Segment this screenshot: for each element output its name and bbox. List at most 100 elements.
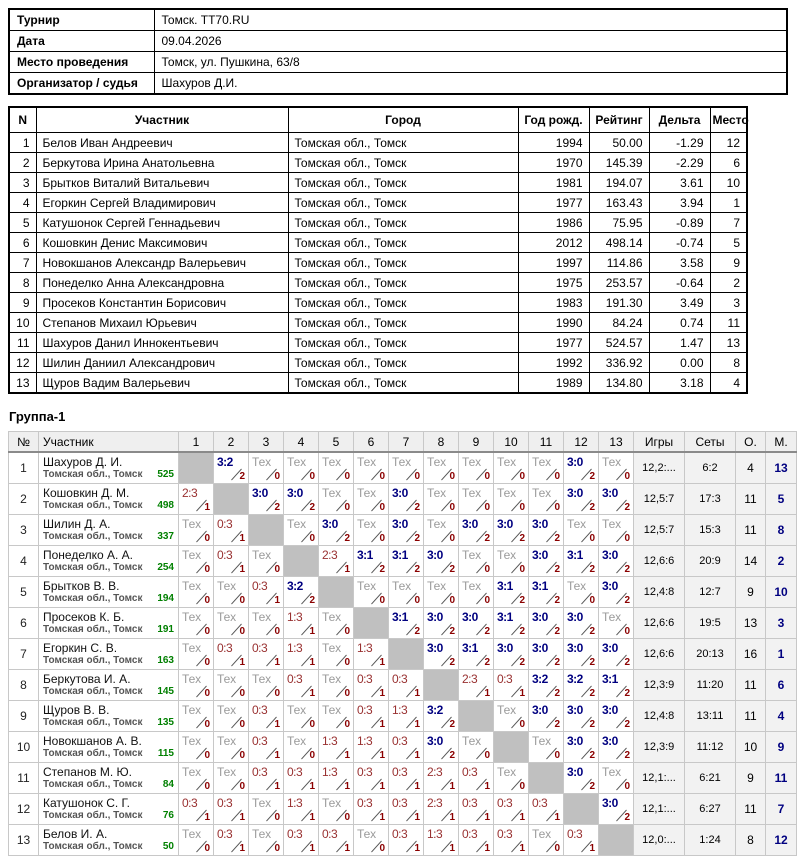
match-cell: Тех 0 (598, 514, 634, 546)
participant-name: Катушонок Сергей Геннадьевич (35, 212, 289, 233)
match-points: 2 (554, 564, 560, 575)
participants-header-col-5: Дельта (648, 106, 711, 133)
match-score: 0:3 (357, 703, 373, 717)
match-score: 0:3 (357, 672, 373, 686)
match-score: 2:3 (427, 765, 443, 779)
match-points: 1 (309, 843, 315, 854)
participant-rating: 191 (157, 624, 174, 635)
participant-name: Кошовкин Денис Максимович (35, 232, 289, 253)
match-score: 3:0 (602, 641, 618, 655)
match-points: 2 (624, 657, 630, 668)
table-row: 13 Щуров Вадим Валерьевич Томская обл., То… (8, 372, 748, 394)
match-cell: Тех 0 (248, 545, 284, 577)
match-cell: Тех 0 (353, 824, 389, 856)
place: 2 (709, 272, 748, 293)
participant-rating: 337 (157, 531, 174, 542)
match-cell: Тех 0 (528, 824, 564, 856)
match-points: 2 (624, 688, 630, 699)
participant-region: Томская обл., Томск (43, 500, 143, 511)
diagonal-cell (213, 483, 249, 515)
participant-city: Томская обл., Томск (287, 132, 519, 153)
match-score: Тех (357, 517, 377, 531)
match-score: Тех (182, 517, 202, 531)
match-cell: 0:3 1 (388, 793, 424, 825)
match-cell: 3:0 2 (493, 638, 529, 670)
participant-name: Брытков В. В. (43, 579, 120, 593)
match-points: 2 (449, 750, 455, 761)
match-score: Тех (217, 765, 237, 779)
group-row: 3 Шилин Д. А. Томская обл., Томск 337 Тех 0 0:… (8, 514, 797, 546)
match-score: Тех (532, 734, 552, 748)
match-cell: Тех 0 (353, 576, 389, 608)
match-score: Тех (497, 455, 517, 469)
match-points: 2 (484, 533, 490, 544)
match-score: 0:3 (357, 765, 373, 779)
delta: -0.64 (648, 272, 711, 293)
info-label: Дата (8, 30, 155, 52)
participant-subline: Томская обл., Томск 50 (43, 841, 174, 853)
table-row: 4 Егоркин Сергей Владимирович Томская обл.… (8, 192, 748, 213)
match-cell: Тех 0 (248, 607, 284, 639)
match-cell: 0:3 1 (353, 762, 389, 794)
participant-cell: Новокшанов А. В. Томская обл., Томск 115 (38, 731, 179, 763)
match-score: Тех (357, 455, 377, 469)
rating: 163.43 (588, 192, 650, 213)
match-cell: Тех 0 (493, 762, 529, 794)
match-cell: Тех 0 (563, 576, 599, 608)
match-points: 0 (624, 781, 630, 792)
match-score: 3:0 (602, 703, 618, 717)
group-header-opponent-6: 6 (353, 431, 389, 453)
participant-rating: 145 (157, 686, 174, 697)
match-points: 2 (624, 502, 630, 513)
match-cell: 3:0 2 (563, 451, 599, 484)
group-header-opponent-7: 7 (388, 431, 424, 453)
match-points: 2 (554, 533, 560, 544)
rating: 194.07 (588, 172, 650, 193)
rating: 498.14 (588, 232, 650, 253)
match-points: 2 (344, 533, 350, 544)
match-points: 0 (344, 502, 350, 513)
birth-year: 1997 (517, 252, 590, 273)
match-cell: Тех 0 (528, 483, 564, 515)
match-points: 0 (239, 688, 245, 699)
match-cell: Тех 0 (388, 576, 424, 608)
participants-header-col-6: Место (709, 106, 749, 133)
participant-cell: Просеков К. Б. Томская обл., Томск 191 (38, 607, 179, 639)
participant-rating: 498 (157, 500, 174, 511)
group-row: 7 Егоркин С. В. Томская обл., Томск 163 Тех 0… (8, 638, 797, 670)
participants-header-col-2: Город (287, 106, 519, 133)
match-score: 3:0 (567, 455, 583, 469)
match-cell: Тех 0 (423, 483, 459, 515)
participant-rating: 76 (162, 810, 174, 821)
games-cell: 12,1:... (633, 793, 685, 825)
info-value: Томск, ул. Пушкина, 63/8 (153, 51, 788, 73)
match-cell: 0:3 1 (388, 731, 424, 763)
match-cell: 3:0 2 (388, 483, 424, 515)
match-score: Тех (567, 517, 587, 531)
place-cell: 3 (765, 607, 797, 639)
points-cell: 11 (735, 669, 766, 701)
match-points: 0 (589, 595, 595, 606)
match-score: Тех (322, 641, 342, 655)
group-header-opponent-5: 5 (318, 431, 354, 453)
match-score: Тех (427, 517, 447, 531)
match-points: 0 (519, 781, 525, 792)
group-header-row: № Участник 1 2 3 4 5 6 7 8 9 10 11 12 13 Игры Сеты О. М. (8, 431, 797, 453)
group-row: 1 Шахуров Д. И. Томская обл., Томск 525 3:2 2… (8, 451, 797, 484)
match-cell: Тех 0 (283, 731, 319, 763)
participant-subline: Томская обл., Томск 135 (43, 717, 174, 729)
diagonal-cell (598, 824, 634, 856)
match-points: 2 (554, 688, 560, 699)
match-points: 1 (484, 688, 490, 699)
match-points: 0 (274, 471, 280, 482)
match-points: 1 (414, 812, 420, 823)
match-score: Тех (357, 827, 377, 841)
row-number: 5 (8, 576, 39, 608)
delta: 1.47 (648, 332, 711, 353)
match-points: 1 (344, 750, 350, 761)
match-points: 2 (624, 595, 630, 606)
match-cell: Тех 0 (423, 576, 459, 608)
place: 7 (709, 212, 748, 233)
match-cell: Тех 0 (528, 731, 564, 763)
match-cell: Тех 0 (318, 607, 354, 639)
